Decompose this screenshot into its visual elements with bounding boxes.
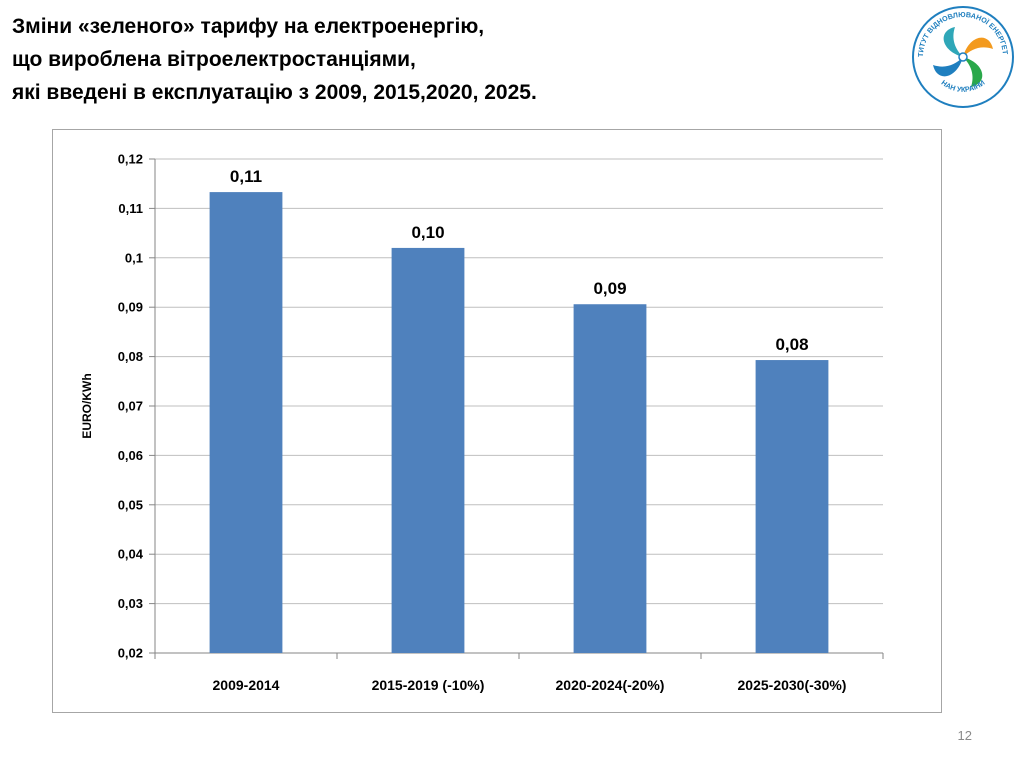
bar bbox=[755, 360, 829, 653]
y-tick-label: 0,1 bbox=[125, 250, 143, 265]
bar-chart: 0,02 0,03 0,04 0,05 0,06 0,07 0,08 0,09 0,1 0,11 0… bbox=[80, 152, 884, 693]
slide-title: Зміни «зеленого» тарифу на електроенергі… bbox=[12, 10, 812, 109]
bar-data-label: 0,08 bbox=[775, 335, 808, 354]
bar bbox=[573, 304, 647, 653]
y-tick-label: 0,04 bbox=[118, 547, 144, 562]
institute-logo-graphic: ІНСТИТУТ ВІДНОВЛЮВАНОЇ ЕНЕРГЕТИКИ НАН УК… bbox=[907, 0, 1014, 108]
title-line-2: що вироблена вітроелектростанціями, bbox=[12, 48, 416, 71]
y-tick-label: 0,06 bbox=[118, 448, 143, 463]
bar-data-label: 0,11 bbox=[230, 167, 262, 186]
bar-data-label: 0,10 bbox=[411, 223, 444, 242]
bar bbox=[209, 192, 283, 653]
y-tick-label: 0,02 bbox=[118, 646, 143, 661]
institute-logo: ІНСТИТУТ ВІДНОВЛЮВАНОЇ ЕНЕРГЕТИКИ НАН УК… bbox=[907, 0, 1016, 110]
bar-data-label: 0,09 bbox=[593, 279, 626, 298]
y-tick-label: 0,11 bbox=[118, 201, 143, 216]
page-number: 12 bbox=[957, 728, 972, 743]
x-category-label: 2025-2030(-30%) bbox=[738, 677, 847, 693]
y-axis-title: EURO/KWh bbox=[80, 373, 94, 438]
x-category-label: 2020-2024(-20%) bbox=[556, 677, 665, 693]
y-tick-label: 0,03 bbox=[118, 596, 143, 611]
bar bbox=[391, 247, 465, 654]
y-tick-label: 0,12 bbox=[118, 152, 143, 167]
y-tick-label: 0,07 bbox=[118, 399, 143, 414]
logo-turbine-icon bbox=[933, 27, 993, 87]
chart-area: 0,02 0,03 0,04 0,05 0,06 0,07 0,08 0,09 0,1 0,11 0… bbox=[52, 129, 942, 713]
title-line-3: які введені в експлуатацію з 2009, 2015,… bbox=[12, 81, 537, 104]
y-tick-label: 0,05 bbox=[118, 497, 143, 512]
x-category-label: 2015-2019 (-10%) bbox=[372, 677, 485, 693]
y-tick-label: 0,09 bbox=[118, 300, 143, 315]
title-line-1: Зміни «зеленого» тарифу на електроенергі… bbox=[12, 15, 485, 38]
x-category-label: 2009-2014 bbox=[213, 677, 280, 693]
y-tick-label: 0,08 bbox=[118, 349, 143, 364]
